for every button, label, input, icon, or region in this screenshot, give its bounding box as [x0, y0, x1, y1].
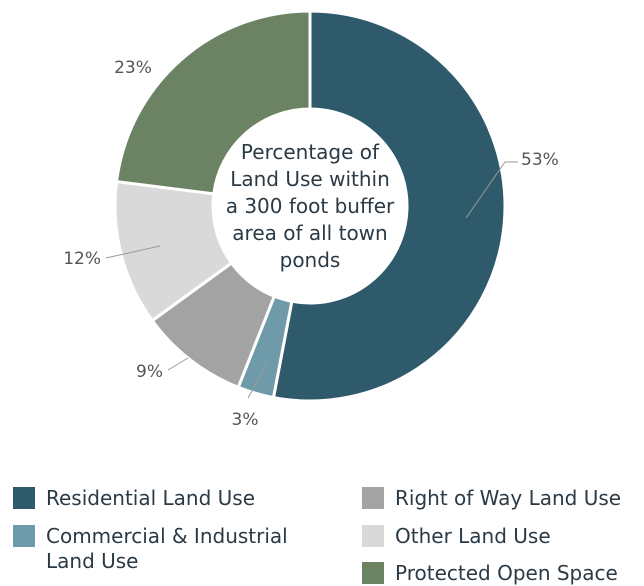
leader-line — [465, 161, 518, 219]
slice-residential-land-use — [271, 9, 507, 403]
slice-protected-open-space — [114, 9, 312, 196]
center-title-line: ponds — [280, 248, 341, 272]
center-title-line: a 300 foot buffer — [226, 194, 395, 218]
value-label: 23% — [114, 58, 152, 78]
center-title-line: Percentage of — [241, 140, 380, 164]
leader-line — [167, 357, 189, 371]
leader-line — [105, 245, 161, 259]
value-label: 9% — [136, 362, 163, 382]
value-label: 53% — [521, 150, 559, 170]
value-label: 12% — [63, 249, 101, 269]
center-title-line: area of all town — [232, 221, 387, 245]
value-label: 3% — [232, 410, 259, 430]
leader-line — [247, 361, 269, 399]
center-title-line: Land Use within — [230, 167, 390, 191]
